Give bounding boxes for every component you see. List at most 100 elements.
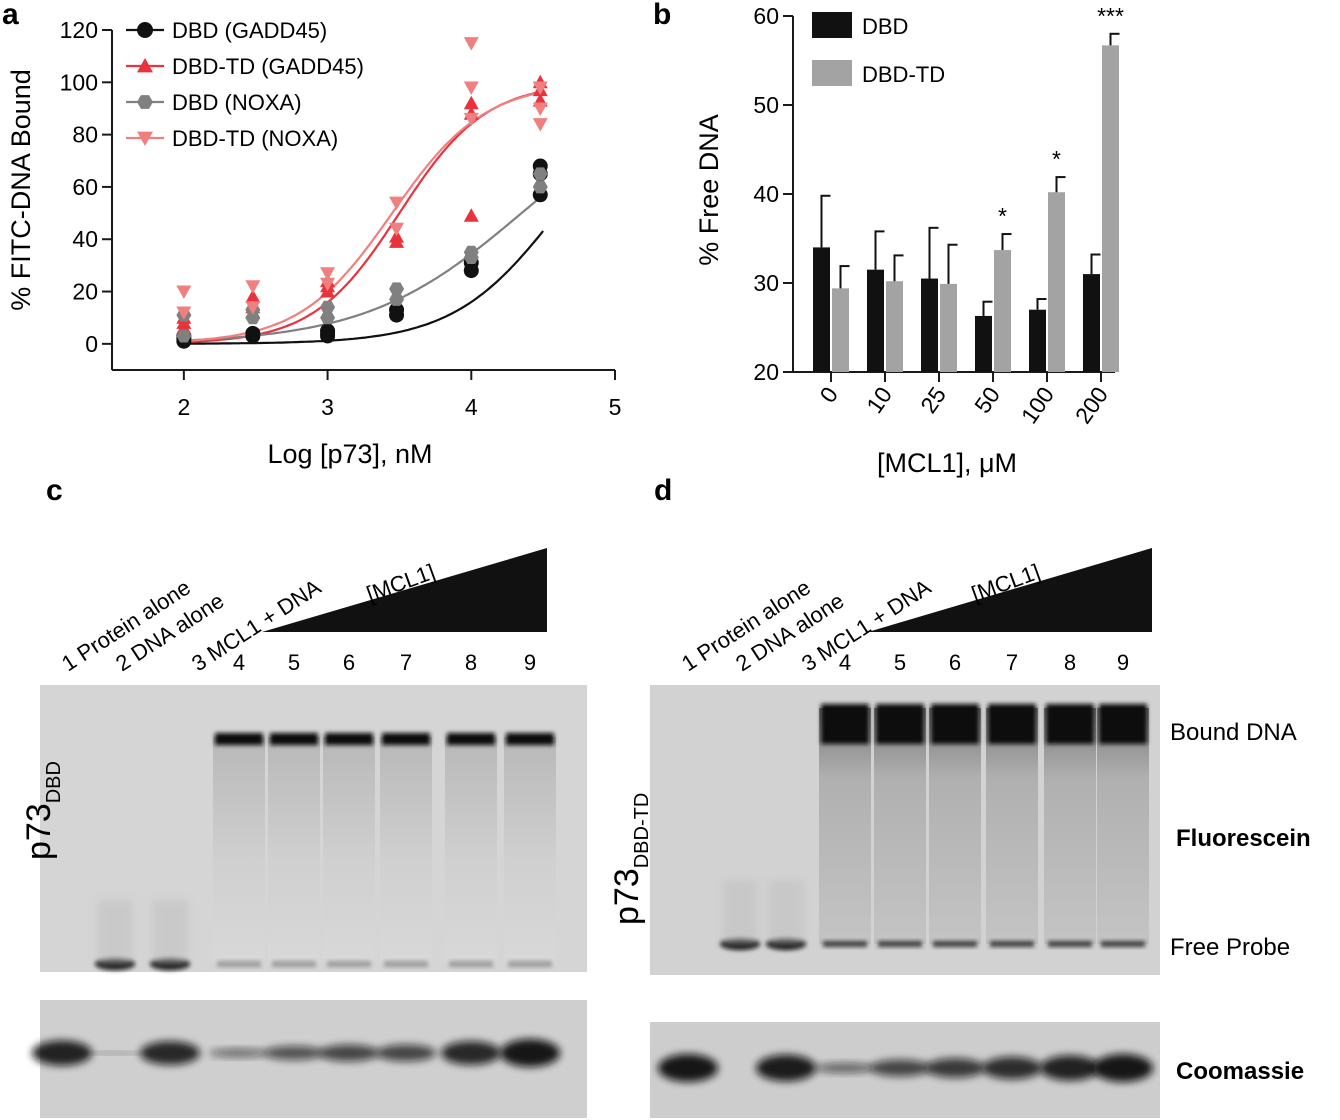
- gel-d-coomassie-band: [658, 1054, 718, 1082]
- chart-b-x-axis-title: [MCL1], μM: [877, 448, 1017, 478]
- panel-a-letter: a: [2, 0, 19, 31]
- gel-c-lane-smear: [323, 737, 375, 964]
- chart-a-point-3: [389, 196, 405, 211]
- chart-a-legend-marker: [137, 95, 153, 109]
- gel-c-lane-smear: [380, 737, 432, 964]
- gel-d-coomassie-band: [982, 1056, 1042, 1080]
- gel-d-lane-smear: [768, 880, 804, 944]
- gel-c-coomassie-band: [85, 1051, 145, 1055]
- chart-b-bar-dbd-td: [1102, 45, 1119, 373]
- gel-d-coomassie-band: [870, 1059, 930, 1077]
- chart-b-bar-dbd-td: [940, 283, 957, 372]
- gel-c-lane-smear: [213, 737, 265, 964]
- gel-d-coomassie-band: [815, 1063, 875, 1073]
- chart-b-x-tick-label: 25: [915, 382, 951, 418]
- chart-a-x-axis-title: Log [p73], nM: [267, 439, 432, 469]
- chart-a-legend-label: DBD (NOXA): [172, 90, 302, 115]
- gel-d-bound-dna-label: Bound DNA: [1170, 719, 1297, 746]
- chart-b-bar-dbd: [1029, 309, 1046, 372]
- panel-d-letter: d: [654, 474, 672, 507]
- gel-d-fluorescein-label: Fluorescein: [1176, 825, 1311, 852]
- gel-d-lane-number-8: 8: [1064, 650, 1076, 675]
- gel-c-free-probe-band: [327, 961, 371, 967]
- chart-a-point-2: [320, 300, 336, 314]
- chart-b-significance: *: [998, 203, 1007, 229]
- chart-a-y-tick-label: 100: [60, 69, 98, 95]
- gel-c-lane-smear: [268, 737, 320, 964]
- chart-b-bar-dbd: [1083, 274, 1100, 372]
- chart-a-point-3: [463, 37, 479, 51]
- gel-d-coomassie-band: [756, 1054, 816, 1082]
- chart-b-significance: *: [1052, 146, 1061, 172]
- gel-c-bound-dna-band: [325, 733, 373, 745]
- chart-a-x-tick-label: 5: [609, 394, 622, 420]
- gel-d-bound-dna-band: [1046, 704, 1094, 744]
- chart-b-bar-dbd-td: [1048, 192, 1065, 372]
- chart-b-y-tick-label: 20: [753, 359, 779, 385]
- gel-d-protein-label: p73DBD-TD: [608, 793, 653, 925]
- gel-c-lane-number-7: 7: [400, 650, 412, 675]
- gel-c-coomassie-band: [441, 1041, 501, 1065]
- chart-b-significance: ***: [1097, 3, 1124, 29]
- gel-c-coomassie-band: [209, 1048, 269, 1058]
- gel-d-free-probe-band: [990, 941, 1034, 947]
- gel-c-protein-label: p73DBD: [20, 761, 65, 860]
- chart-a-point-3: [320, 277, 336, 292]
- chart-a-y-tick-label: 20: [72, 279, 98, 305]
- chart-b-legend-swatch: [812, 60, 852, 86]
- chart-b-legend-label: DBD: [862, 14, 908, 39]
- gel-d-lane-number-5: 5: [894, 650, 906, 675]
- chart-a-point-2: [532, 167, 548, 181]
- chart-b-bar-dbd: [867, 269, 884, 372]
- gel-d-bound-dna-band: [876, 704, 924, 744]
- panel-b-letter: b: [653, 0, 671, 31]
- gel-d-lane-number-7: 7: [1006, 650, 1018, 675]
- chart-a-x-tick-label: 4: [465, 394, 478, 420]
- chart-a-point-3: [245, 301, 261, 315]
- chart-a-point-2: [532, 180, 548, 194]
- gel-d-lane-smear: [986, 708, 1038, 944]
- chart-a-point-2: [176, 329, 192, 343]
- chart-a-legend-label: DBD (GADD45): [172, 18, 327, 43]
- gel-c-free-probe-band: [508, 961, 552, 967]
- chart-b-y-axis-title: % Free DNA: [694, 114, 724, 266]
- chart-b-y-tick-label: 30: [753, 270, 779, 296]
- gel-c-lane-smear: [152, 900, 188, 964]
- gel-d-coomassie-band: [1040, 1055, 1100, 1081]
- gel-c-lane-number-8: 8: [465, 650, 477, 675]
- gel-d-free-probe-label: Free Probe: [1170, 934, 1290, 961]
- chart-a-legend-marker: [137, 58, 153, 73]
- chart-a-y-tick-label: 120: [60, 17, 98, 43]
- gel-c-bound-dna-band: [506, 733, 554, 745]
- chart-a-point-3: [245, 280, 261, 294]
- chart-b-bar-dbd-td: [832, 288, 849, 372]
- chart-a-point-2: [463, 245, 479, 259]
- gel-c-coomassie-band: [500, 1039, 560, 1067]
- gel-c-free-probe-band: [272, 961, 316, 967]
- chart-a-point-3: [176, 285, 192, 300]
- gel-c-lane-smear: [97, 900, 133, 964]
- gel-c-lane-number-9: 9: [524, 650, 536, 675]
- gel-d-lane-smear: [1097, 708, 1149, 944]
- gel-c-coomassie-band: [140, 1041, 200, 1065]
- gel-d-bound-dna-band: [821, 704, 869, 744]
- panel-c-letter: c: [46, 474, 63, 507]
- chart-a-y-tick-label: 80: [72, 122, 98, 148]
- chart-b-y-tick-label: 60: [753, 3, 779, 29]
- chart-a-legend-label: DBD-TD (NOXA): [172, 126, 338, 151]
- chart-b-bar-dbd: [921, 278, 938, 372]
- chart-a-point-2: [320, 311, 336, 325]
- chart-b-bar-dbd-td: [886, 281, 903, 372]
- chart-a-y-tick-label: 40: [72, 226, 98, 252]
- chart-a-point-1: [245, 289, 261, 303]
- gel-d-lane-smear: [874, 708, 926, 944]
- gel-d-coomassie-band: [925, 1058, 985, 1078]
- chart-b-y-tick-label: 50: [753, 92, 779, 118]
- gel-d-lane-number-9: 9: [1117, 650, 1129, 675]
- chart-a-point-0: [245, 325, 261, 341]
- gel-d-lane-smear: [819, 708, 871, 944]
- chart-a-point-1: [463, 208, 479, 222]
